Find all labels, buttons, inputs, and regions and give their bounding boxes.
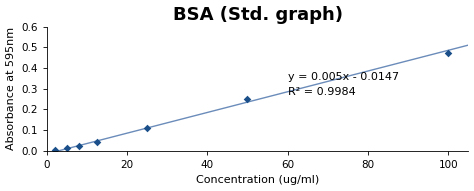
Point: [445, 51, 452, 54]
Point: [143, 126, 151, 129]
Point: [75, 145, 82, 148]
X-axis label: Concentration (ug/ml): Concentration (ug/ml): [196, 176, 319, 185]
Point: [93, 141, 100, 144]
Text: y = 0.005x - 0.0147
R² = 0.9984: y = 0.005x - 0.0147 R² = 0.9984: [288, 72, 399, 97]
Point: [63, 146, 71, 149]
Y-axis label: Absorbance at 595nm: Absorbance at 595nm: [6, 27, 16, 150]
Title: BSA (Std. graph): BSA (Std. graph): [173, 6, 343, 23]
Point: [244, 98, 251, 101]
Point: [51, 149, 58, 152]
